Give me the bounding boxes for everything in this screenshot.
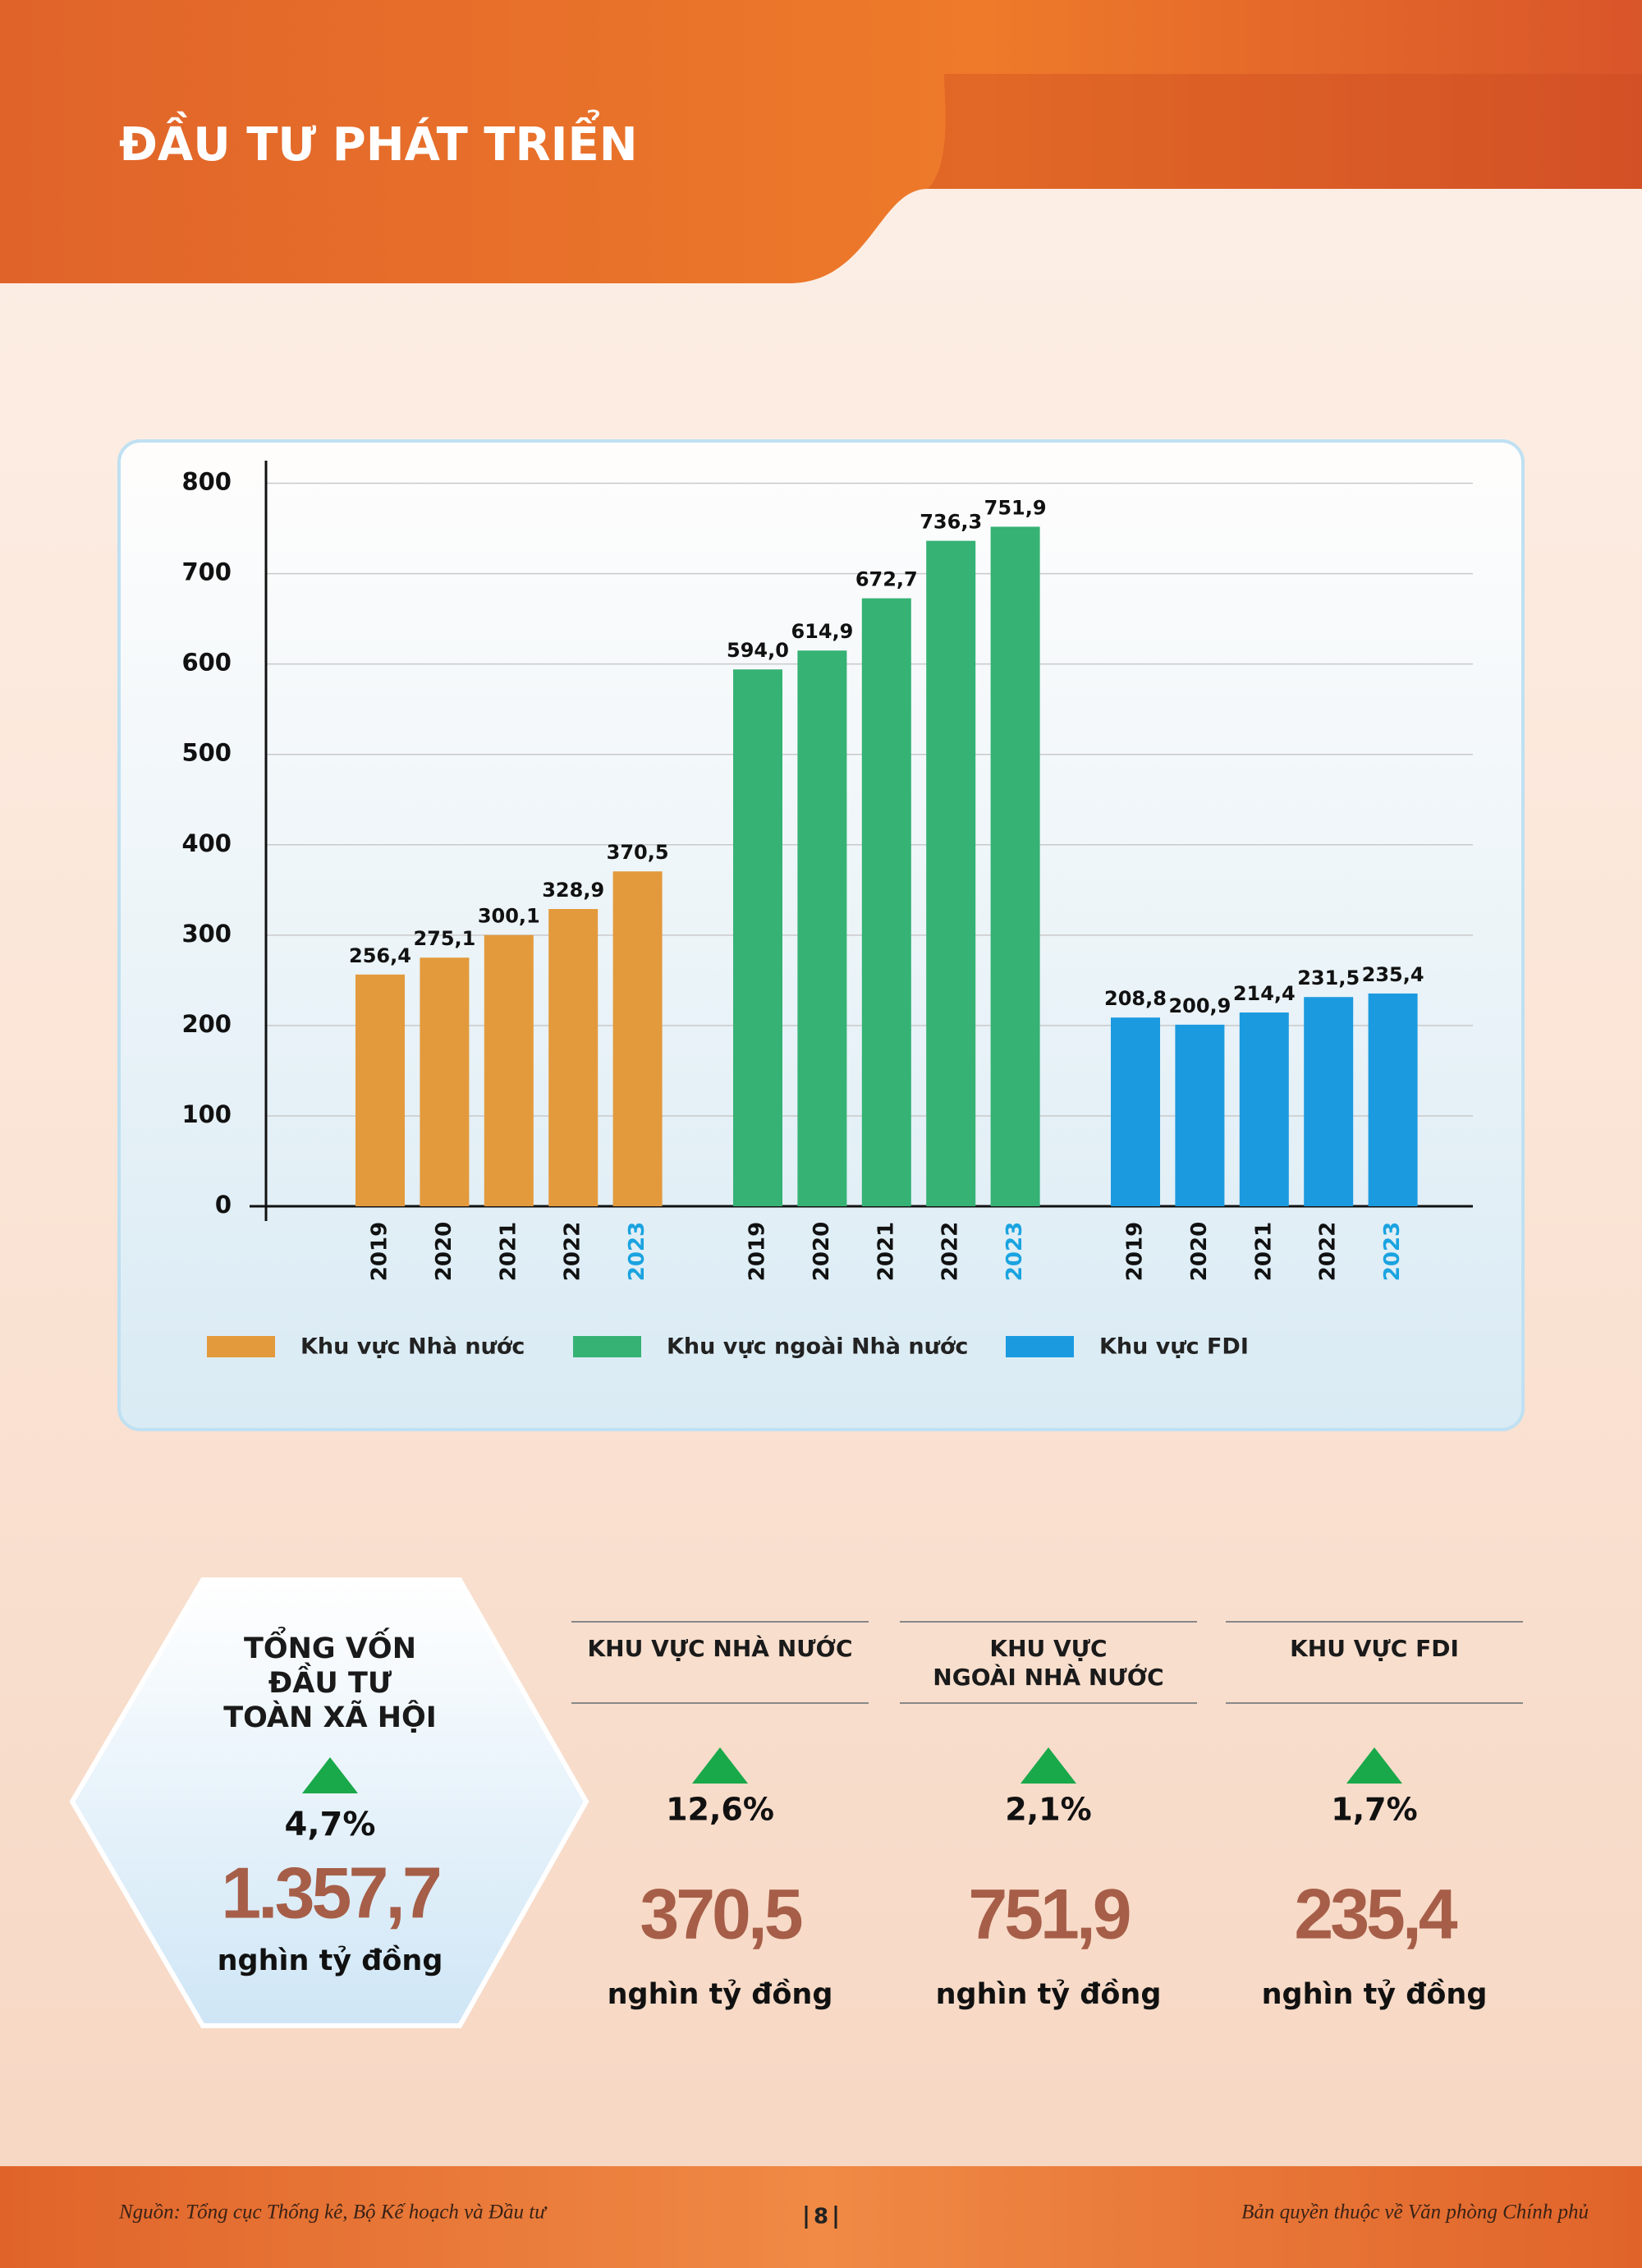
card-change: 1,7% xyxy=(1331,1792,1417,1828)
value-label: 300,1 xyxy=(478,905,540,928)
value-label: 275,1 xyxy=(413,927,475,950)
y-tick-label: 600 xyxy=(181,649,232,677)
chart: 0 100 200 300 400 500 600 700 800 256,4 2019 275,1 2… xyxy=(181,461,1473,1360)
x-tick-label: 2021 xyxy=(496,1222,521,1281)
page-title: ĐẦU TƯ PHÁT TRIỂN xyxy=(119,111,638,172)
value-label: 594,0 xyxy=(727,639,789,662)
bar xyxy=(1239,1012,1289,1206)
total-title: TOÀN XÃ HỘI xyxy=(223,1699,437,1734)
y-tick-label: 300 xyxy=(181,920,232,948)
up-arrow xyxy=(302,1757,358,1793)
header-strip xyxy=(928,74,1642,189)
bar xyxy=(1304,997,1354,1206)
header-band xyxy=(0,0,1642,283)
value-label: 614,9 xyxy=(791,620,853,643)
legend-label: Khu vực Nhà nước xyxy=(300,1334,525,1360)
value-label: 214,4 xyxy=(1233,982,1296,1005)
bar xyxy=(926,540,976,1206)
x-tick-label: 2019 xyxy=(1123,1222,1148,1281)
bar xyxy=(484,934,534,1206)
up-arrow xyxy=(1021,1747,1076,1784)
bar xyxy=(612,871,663,1206)
legend-label: Khu vực FDI xyxy=(1099,1334,1249,1360)
y-tick-label: 500 xyxy=(181,739,232,767)
bar xyxy=(797,650,847,1206)
y-tick-label: 200 xyxy=(181,1010,232,1038)
bar xyxy=(420,957,470,1206)
total-change: 4,7% xyxy=(285,1806,376,1843)
card-title: KHU VỰC NHÀ NƯỚC xyxy=(587,1634,852,1662)
value-label: 328,9 xyxy=(542,879,604,902)
page-number: 8 xyxy=(814,2205,828,2229)
value-label: 736,3 xyxy=(920,511,982,534)
bar xyxy=(1368,993,1418,1206)
card-change: 12,6% xyxy=(666,1792,774,1828)
x-tick-label: 2019 xyxy=(745,1222,770,1281)
card-change: 2,1% xyxy=(1005,1792,1091,1828)
card-unit: nghìn tỷ đồng xyxy=(608,1977,833,2011)
x-tick-label: 2020 xyxy=(810,1222,834,1281)
legend-swatch xyxy=(1006,1336,1074,1357)
value-label: 235,4 xyxy=(1362,963,1424,986)
bar xyxy=(548,909,599,1206)
up-arrow xyxy=(692,1747,748,1784)
footer-copyright: Bản quyền thuộc về Văn phòng Chính phủ xyxy=(1241,2201,1589,2224)
x-tick-label: 2021 xyxy=(1251,1222,1276,1281)
bar xyxy=(1175,1024,1225,1206)
legend-swatch xyxy=(207,1336,275,1357)
y-tick-label: 800 xyxy=(181,468,232,496)
x-tick-label: 2019 xyxy=(368,1222,392,1281)
value-label: 200,9 xyxy=(1168,994,1231,1017)
value-label: 208,8 xyxy=(1104,987,1167,1010)
x-tick-label: 2022 xyxy=(1316,1222,1341,1281)
value-label: 231,5 xyxy=(1297,966,1360,989)
x-tick-label: 2022 xyxy=(938,1222,963,1281)
bar xyxy=(861,598,911,1206)
legend-swatch xyxy=(573,1336,641,1357)
card-value: 370,5 xyxy=(640,1875,801,1954)
x-tick-label: 2020 xyxy=(1187,1222,1212,1281)
card-title: KHU VỰC xyxy=(989,1635,1107,1662)
y-tick-label: 700 xyxy=(181,558,232,586)
value-label: 370,5 xyxy=(607,841,669,864)
card-unit: nghìn tỷ đồng xyxy=(936,1977,1162,2011)
value-label: 672,7 xyxy=(855,568,918,591)
total-value: 1.357,7 xyxy=(221,1852,440,1933)
y-tick-label: 400 xyxy=(181,829,232,857)
x-tick-label: 2023 xyxy=(1002,1222,1027,1281)
total-title: TỔNG VỐN xyxy=(244,1626,416,1665)
bar xyxy=(355,974,405,1206)
y-tick-label: 0 xyxy=(215,1191,232,1219)
bar xyxy=(990,526,1040,1206)
legend-label: Khu vực ngoài Nhà nước xyxy=(667,1334,968,1360)
x-tick-label: 2022 xyxy=(561,1222,585,1281)
bar xyxy=(733,669,782,1206)
card-unit: nghìn tỷ đồng xyxy=(1262,1977,1488,2011)
footer-source: Nguồn: Tổng cục Thống kê, Bộ Kế hoạch và… xyxy=(118,2201,548,2224)
x-tick-label: 2023 xyxy=(1380,1222,1405,1281)
x-tick-label: 2023 xyxy=(625,1222,649,1281)
total-unit: nghìn tỷ đồng xyxy=(218,1944,443,1977)
x-tick-label: 2021 xyxy=(874,1222,898,1281)
up-arrow xyxy=(1346,1747,1402,1784)
x-tick-label: 2020 xyxy=(432,1222,456,1281)
value-label: 256,4 xyxy=(349,944,411,967)
card-value: 751,9 xyxy=(968,1875,1129,1954)
footer-band xyxy=(0,2166,1642,2268)
card-title: KHU VỰC FDI xyxy=(1290,1635,1459,1662)
card-title: NGOÀI NHÀ NƯỚC xyxy=(933,1663,1163,1691)
bar xyxy=(1111,1017,1160,1206)
y-tick-label: 100 xyxy=(181,1100,232,1128)
total-hexagon xyxy=(69,1577,589,2028)
total-title: ĐẦU TƯ xyxy=(268,1661,392,1700)
card-value: 235,4 xyxy=(1294,1875,1457,1954)
value-label: 751,9 xyxy=(984,496,1047,519)
